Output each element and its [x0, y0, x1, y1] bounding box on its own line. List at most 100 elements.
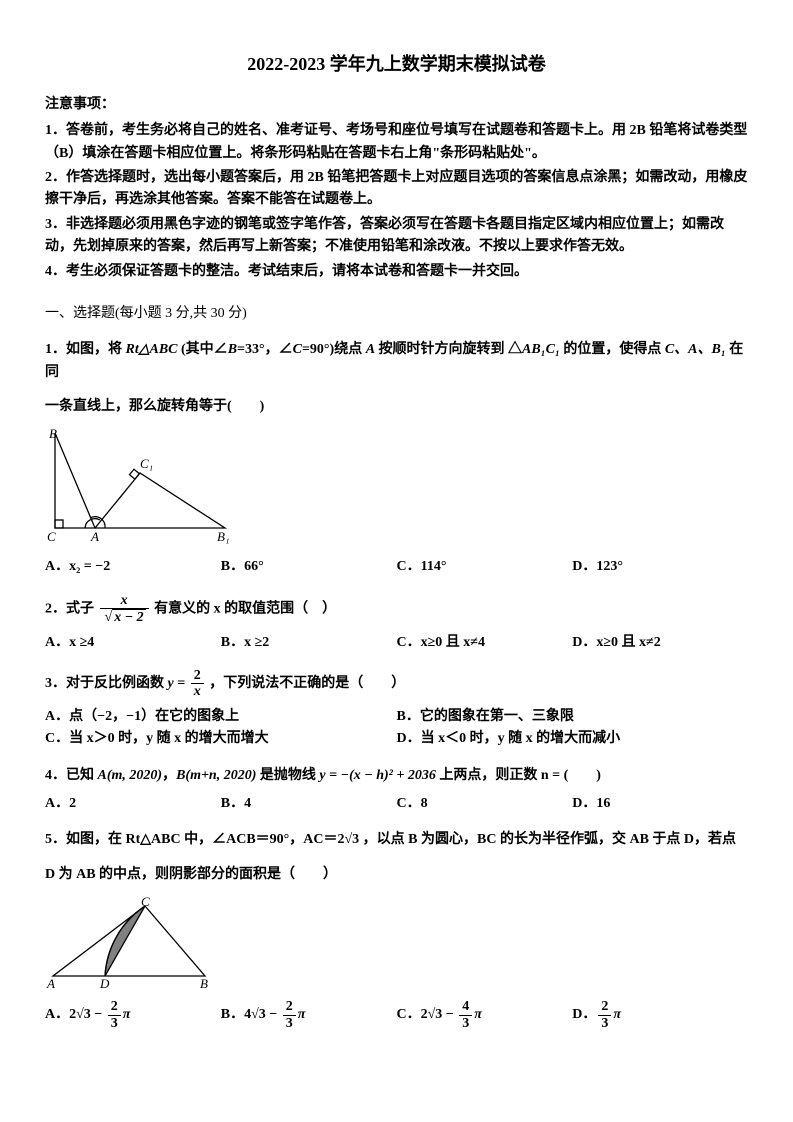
q5-opt-c: C．2√3 − 43π [397, 999, 573, 1031]
instruction-1: 1．答卷前，考生务必将自己的姓名、准考证号、考场号和座位号填写在试题卷和答题卡上… [45, 120, 748, 165]
svg-text:A: A [90, 529, 99, 544]
q4-opt-a: A．2 [45, 793, 221, 815]
q5-options: A．2√3 − 23π B．4√3 − 23π C．2√3 − 43π D．23… [45, 999, 748, 1031]
q2-opt-a: A．x ≥4 [45, 632, 221, 654]
q5a-den: 3 [108, 1016, 121, 1031]
q4-Bm: B(m+n, 2020) [176, 768, 256, 783]
q5b-den: 3 [283, 1016, 296, 1031]
q1-cab1: C、A、B₁ [665, 342, 726, 357]
q2-frac-rad: x − 2 [112, 609, 145, 625]
q1-eq90: =90°)绕点 [302, 342, 366, 357]
q1-C: C [293, 342, 302, 357]
q3-options: A．点（−2，−1）在它的图象上 B．它的图象在第一、三象限 C．当 x＞0 时… [45, 706, 748, 751]
svg-text:B₁: B₁ [217, 529, 229, 544]
q4-b: 是抛物线 [256, 768, 319, 783]
q5a-pre: A． [45, 1007, 69, 1022]
q1-eq33: =33°，∠ [237, 342, 293, 357]
q2-opt-b: B．x ≥2 [221, 632, 397, 654]
q1-rt: Rt△ABC [126, 342, 182, 357]
q4-a: 4．已知 [45, 768, 98, 783]
q4-text: 4．已知 A(m, 2020)，B(m+n, 2020) 是抛物线 y = −(… [45, 765, 748, 787]
q4-options: A．2 B．4 C．8 D．16 [45, 793, 748, 815]
q5a-num: 2 [108, 999, 121, 1015]
q2-frac-den: x − 2 [100, 609, 149, 625]
q3-opt-c: C．当 x＞0 时，y 随 x 的增大而增大 [45, 728, 397, 750]
q1-line2: 一条直线上，那么旋转角等于( ) [45, 396, 748, 418]
q3-a: 3．对于反比例函数 [45, 676, 168, 691]
q4-opt-b: B．4 [221, 793, 397, 815]
q5-opt-d: D．23π [572, 999, 748, 1031]
q1-opt-b: B．66° [221, 556, 397, 578]
q5c-den: 3 [459, 1016, 472, 1031]
q2-opt-d: D．x≥0 且 x≠2 [572, 632, 748, 654]
svg-text:C: C [141, 896, 150, 909]
q3-opt-b: B．它的图象在第一、三象限 [397, 706, 749, 728]
q2-text: 2．式子 x x − 2 有意义的 x 的取值范围（ ） [45, 593, 748, 626]
q1-figure: B C A B₁ C₁ [45, 428, 748, 548]
q3-frac: 2 x [191, 668, 204, 700]
q1-d: 的位置，使得点 [560, 342, 665, 357]
q3-frac-den: x [191, 684, 204, 699]
q5c-num: 4 [459, 999, 472, 1015]
instruction-3: 3．非选择题必须用黑色字迹的钢笔或签字笔作答，答案必须写在答题卡各题目指定区域内… [45, 214, 748, 259]
q2-opt-c: C．x≥0 且 x≠4 [397, 632, 573, 654]
q5-2sqrt3: 2√3 [337, 832, 359, 847]
q4-Am: A(m, 2020) [98, 768, 163, 783]
q1-text: 1．如图，将 Rt△ABC (其中∠B=33°，∠C=90°)绕点 A 按顺时针… [45, 339, 748, 384]
q5b-num: 2 [283, 999, 296, 1015]
q1-opt-c: C．114° [397, 556, 573, 578]
q4-expr: y = −(x − h)² + 2036 [319, 768, 435, 783]
q3-y: y = [168, 676, 189, 691]
q4-c: 上两点，则正数 n = ( ) [436, 768, 601, 783]
q5c-pre: C． [397, 1007, 421, 1022]
section-a-title: 一、选择题(每小题 3 分,共 30 分) [45, 303, 748, 325]
q3-text: 3．对于反比例函数 y = 2 x ，下列说法不正确的是（ ） [45, 668, 748, 700]
q1-options: A．x₂ = −2 B．66° C．114° D．123° [45, 556, 748, 578]
q5a-post: π [123, 1007, 131, 1022]
q3-frac-num: 2 [191, 668, 204, 684]
q5c-a: 2√3 − [421, 1007, 458, 1022]
q4-sep: ， [162, 768, 176, 783]
q5b-pre: B． [221, 1007, 244, 1022]
q5-opt-a: A．2√3 − 23π [45, 999, 221, 1031]
q1-opt-d: D．123° [572, 556, 748, 578]
q5b-post: π [298, 1007, 306, 1022]
q3-b: ，下列说法不正确的是（ ） [209, 676, 405, 691]
q5b-a: 4√3 − [244, 1007, 281, 1022]
q2-frac-num: x [100, 593, 149, 609]
svg-text:C: C [47, 529, 56, 544]
q5d-num: 2 [598, 999, 611, 1015]
q2-a: 2．式子 [45, 601, 98, 616]
q2-frac: x x − 2 [100, 593, 149, 626]
q5-opt-b: B．4√3 − 23π [221, 999, 397, 1031]
q4-opt-c: C．8 [397, 793, 573, 815]
q2-options: A．x ≥4 B．x ≥2 C．x≥0 且 x≠4 D．x≥0 且 x≠2 [45, 632, 748, 654]
q5c-post: π [474, 1007, 482, 1022]
notice-head: 注意事项： [45, 94, 748, 116]
q5a-a: 2√3 − [69, 1007, 106, 1022]
q5-text: 5．如图，在 Rt△ABC 中，∠ACB＝90°，AC＝2√3 ，以点 B 为圆… [45, 829, 748, 851]
q1-opt-a: A．x₂ = −2 [45, 556, 221, 578]
svg-text:D: D [99, 976, 110, 991]
q1-a: 1．如图，将 [45, 342, 126, 357]
q5-line2: D 为 AB 的中点，则阴影部分的面积是（ ） [45, 864, 748, 886]
q3-opt-d: D．当 x＜0 时，y 随 x 的增大而减小 [397, 728, 749, 750]
q2-b: 有意义的 x 的取值范围（ ） [154, 601, 336, 616]
q1-b: (其中∠ [181, 342, 228, 357]
svg-text:C₁: C₁ [140, 456, 153, 471]
q5-b: ，以点 B 为圆心，BC 的长为半径作弧，交 AB 于点 D，若点 [359, 832, 736, 847]
instruction-2: 2．作答选择题时，选出每小题答案后，用 2B 铅笔把答题卡上对应题目选项的答案信… [45, 167, 748, 212]
instruction-4: 4．考生必须保证答题卡的整洁。考试结束后，请将本试卷和答题卡一并交回。 [45, 261, 748, 283]
svg-text:B: B [200, 976, 208, 991]
q1-c: 按顺时针方向旋转到 △ [375, 342, 522, 357]
q5-figure: A D B C [45, 896, 748, 991]
q3-opt-a: A．点（−2，−1）在它的图象上 [45, 706, 397, 728]
q4-opt-d: D．16 [572, 793, 748, 815]
svg-text:B: B [49, 428, 57, 441]
q5d-post: π [613, 1007, 621, 1022]
svg-text:A: A [46, 976, 55, 991]
exam-title: 2022-2023 学年九上数学期末模拟试卷 [45, 50, 748, 79]
q5d-den: 3 [598, 1016, 611, 1031]
q1-B: B [228, 342, 237, 357]
q5d-pre: D． [572, 1007, 596, 1022]
